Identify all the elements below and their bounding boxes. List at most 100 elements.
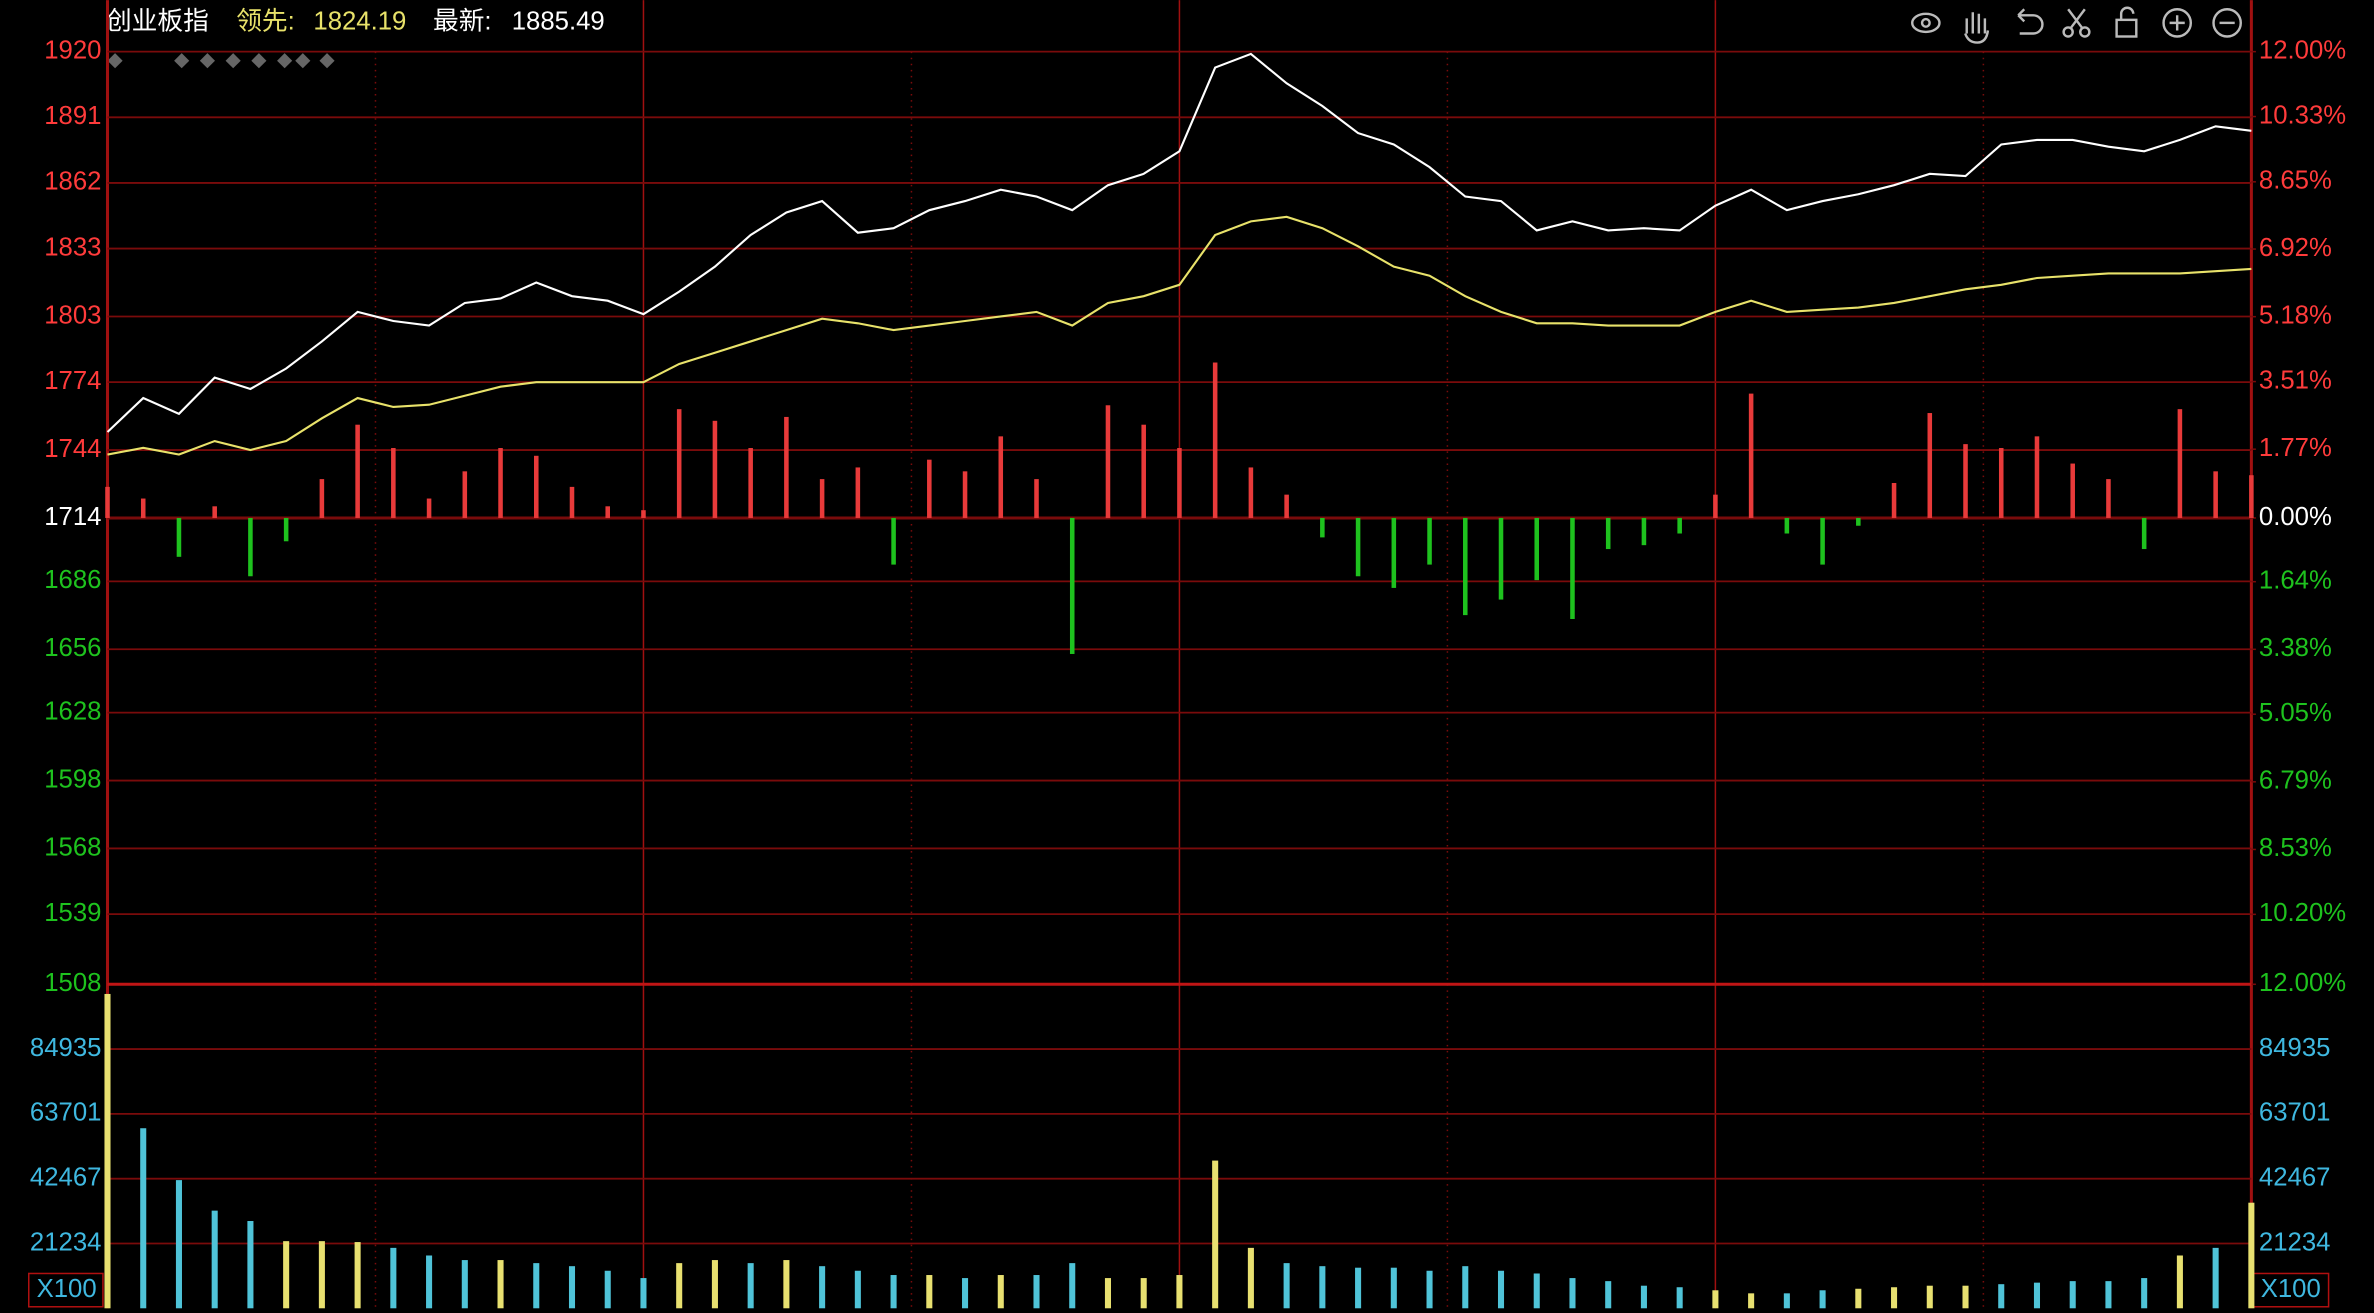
- y-tick-label: 1862: [44, 168, 101, 196]
- volume-bar: [354, 1242, 361, 1309]
- volume-bar: [1069, 1263, 1076, 1309]
- y2-tick-label: 10.20%: [2259, 899, 2346, 927]
- y-tick-label: 1774: [44, 367, 101, 395]
- eye-icon[interactable]: [1911, 12, 1941, 34]
- lead-value: 1824.19: [313, 8, 406, 36]
- up-bar: [533, 455, 539, 518]
- volume-bar: [997, 1275, 1004, 1309]
- y2-tick-label: 12.00%: [2259, 969, 2346, 997]
- y-tick-label: 1686: [44, 566, 101, 594]
- down-bar: [248, 517, 253, 577]
- volume-bar: [890, 1275, 897, 1309]
- up-bar: [426, 498, 432, 518]
- hand-icon[interactable]: [1964, 12, 1990, 44]
- volume-bar: [2141, 1278, 2148, 1309]
- up-bar: [927, 459, 932, 518]
- lock-icon[interactable]: [2115, 6, 2138, 38]
- volume-bar: [1998, 1284, 2005, 1309]
- up-bar: [998, 436, 1004, 518]
- y-tick-label: 1628: [44, 697, 101, 725]
- volume-bar: [926, 1275, 933, 1309]
- y-tick-label: 42467: [30, 1163, 102, 1191]
- undo-icon[interactable]: [2017, 8, 2044, 35]
- y-tick-label: 1744: [44, 435, 101, 463]
- volume-bar: [1283, 1263, 1290, 1309]
- volume-bar: [819, 1266, 826, 1309]
- y-tick-label-right: 42467: [2259, 1163, 2331, 1191]
- down-bar: [1641, 517, 1647, 546]
- price-line: [107, 215, 2252, 456]
- up-bar: [1105, 405, 1111, 518]
- volume-bar: [640, 1278, 647, 1309]
- up-bar: [391, 448, 396, 518]
- up-bar: [1748, 393, 1754, 518]
- volume-bar: [676, 1263, 683, 1309]
- up-bar: [1034, 479, 1039, 518]
- volume-bar: [104, 993, 111, 1309]
- volume-bar: [2212, 1247, 2219, 1309]
- up-bar: [819, 479, 825, 518]
- y-tick-label: 1539: [44, 899, 101, 927]
- down-bar: [1391, 517, 1397, 588]
- volume-bar: [283, 1241, 290, 1309]
- volume-bar: [568, 1266, 576, 1309]
- up-bar: [712, 420, 718, 518]
- up-bar: [1248, 467, 1254, 518]
- volume-bar: [1212, 1160, 1219, 1309]
- volume-bar: [1605, 1281, 1612, 1309]
- up-bar: [676, 409, 682, 518]
- volume-bar: [1926, 1285, 1933, 1309]
- up-bar: [2249, 475, 2254, 518]
- down-bar: [1784, 517, 1790, 534]
- volume-bar: [426, 1255, 433, 1309]
- volume-bar: [2176, 1255, 2183, 1309]
- volume-bar: [1569, 1278, 1576, 1309]
- y-tick-label: 63701: [30, 1099, 102, 1127]
- index-name: 创业板指: [106, 7, 209, 36]
- volume-bar: [1104, 1278, 1111, 1309]
- y2-tick-label: 3.38%: [2259, 634, 2332, 662]
- up-bar: [1998, 448, 2004, 518]
- volume-bar: [604, 1270, 611, 1309]
- up-bar: [1713, 494, 1718, 518]
- down-bar: [1320, 517, 1325, 538]
- volume-bar: [1497, 1270, 1505, 1309]
- y-tick-label: 1833: [44, 233, 101, 261]
- y-tick-label: 21234: [30, 1228, 102, 1256]
- up-bar: [105, 486, 110, 518]
- up-bar: [355, 424, 360, 518]
- y-tick-label-right: 63701: [2259, 1099, 2331, 1127]
- volume-bar: [1176, 1275, 1183, 1309]
- y-tick-label: 1920: [44, 36, 101, 64]
- volume-bar: [2033, 1282, 2041, 1309]
- down-bar: [1820, 517, 1825, 565]
- zoom-in-icon[interactable]: [2162, 8, 2193, 38]
- up-bar: [1177, 448, 1182, 518]
- down-bar: [2141, 517, 2147, 550]
- volume-bar: [247, 1221, 254, 1309]
- down-bar: [1570, 517, 1575, 620]
- up-bar: [1891, 482, 1897, 518]
- up-bar: [748, 448, 753, 518]
- up-bar: [1141, 424, 1146, 518]
- y-tick-label: 1656: [44, 634, 101, 662]
- volume-bar: [1033, 1275, 1040, 1309]
- down-bar: [1605, 517, 1611, 550]
- up-bar: [462, 471, 468, 518]
- lead-label: 领先:: [236, 7, 295, 36]
- up-bar: [2213, 471, 2218, 518]
- y-tick-label: 1891: [44, 102, 101, 130]
- volume-bar: [783, 1260, 790, 1309]
- up-bar: [2106, 479, 2111, 518]
- y2-tick-label: 8.53%: [2259, 834, 2332, 862]
- down-bar: [1677, 517, 1682, 534]
- zoom-out-icon[interactable]: [2212, 8, 2242, 38]
- volume-bar: [1462, 1266, 1469, 1309]
- volume-bar: [747, 1263, 754, 1309]
- y2-tick-label: 6.79%: [2259, 767, 2332, 795]
- down-bar: [1355, 517, 1361, 577]
- volume-bar: [1748, 1293, 1755, 1309]
- volume-bar: [1355, 1267, 1362, 1309]
- cut-icon[interactable]: [2062, 8, 2091, 38]
